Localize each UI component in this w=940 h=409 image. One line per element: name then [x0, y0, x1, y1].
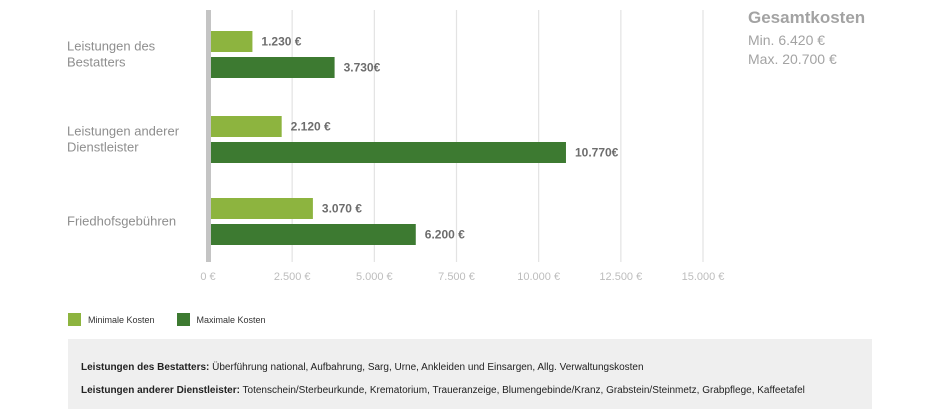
value-label-max-2: 6.200 €	[425, 228, 465, 242]
category-label-0-1: Bestatters	[67, 55, 126, 70]
y-axis-line	[206, 10, 211, 262]
note-bestatter-label: Leistungen des Bestatters:	[81, 362, 210, 373]
value-label-max-0: 3.730€	[344, 61, 381, 75]
totals-title: Gesamtkosten	[748, 8, 866, 27]
bar-max-0	[211, 57, 335, 78]
category-label-1-0: Leistungen anderer	[67, 124, 180, 139]
category-label-2-0: Friedhofsgebühren	[67, 214, 176, 229]
x-tick-label-3: 7.500 €	[438, 271, 475, 283]
note-dienstleister-label: Leistungen anderer Dienstleister:	[81, 385, 240, 396]
totals-max: Max. 20.700 €	[748, 51, 837, 67]
bar-min-1	[211, 116, 282, 137]
x-tick-label-2: 5.000 €	[356, 271, 393, 283]
legend-item-max: Maximale Kosten	[176, 313, 266, 326]
bars	[211, 31, 566, 245]
grid-lines	[206, 10, 704, 262]
value-label-min-0: 1.230 €	[261, 35, 301, 49]
category-label-1-1: Dienstleister	[67, 140, 139, 155]
totals-box: Gesamtkosten Min. 6.420 € Max. 20.700 €	[748, 8, 865, 69]
bar-max-1	[211, 142, 566, 163]
x-tick-label-4: 10.000 €	[517, 271, 560, 283]
x-tick-label-5: 12.500 €	[599, 271, 642, 283]
note-dienstleister-text: Totenschein/Sterbeurkunde, Krematorium, …	[239, 385, 805, 396]
note-dienstleister: Leistungen anderer Dienstleister: Totens…	[81, 385, 859, 396]
x-tick-label-1: 2.500 €	[274, 271, 311, 283]
value-label-min-2: 3.070 €	[322, 202, 362, 216]
bar-min-2	[211, 198, 313, 219]
x-axis-ticks: 0 € 2.500 € 5.000 € 7.500 € 10.000 € 12.500 €…	[200, 271, 724, 283]
note-bestatter: Leistungen des Bestatters: Überführung n…	[81, 362, 859, 373]
legend-label-max: Maximale Kosten	[196, 314, 266, 325]
bar-min-0	[211, 31, 253, 52]
category-label-0-0: Leistungen des	[67, 39, 156, 54]
legend: Minimale Kosten Maximale Kosten	[68, 313, 288, 326]
totals-min: Min. 6.420 €	[748, 32, 826, 48]
notes-box: Leistungen des Bestatters: Überführung n…	[68, 339, 872, 409]
value-label-min-1: 2.120 €	[291, 120, 331, 134]
x-tick-label-0: 0 €	[200, 271, 215, 283]
bar-max-2	[211, 224, 416, 245]
legend-item-min: Minimale Kosten	[68, 313, 155, 326]
x-tick-label-6: 15.000 €	[682, 271, 725, 283]
legend-swatch-max	[176, 313, 190, 326]
legend-swatch-min	[68, 313, 81, 326]
value-label-max-1: 10.770€	[575, 146, 619, 160]
note-bestatter-text: Überführung national, Aufbahrung, Sarg, …	[209, 362, 644, 373]
legend-label-min: Minimale Kosten	[88, 314, 155, 325]
